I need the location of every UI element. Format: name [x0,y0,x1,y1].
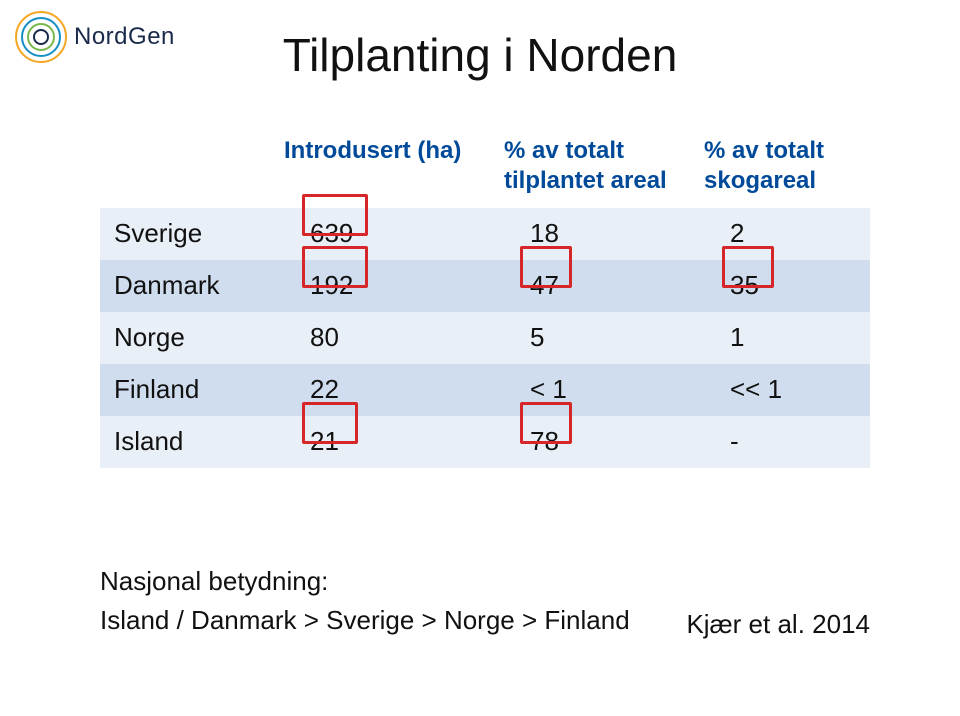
cell-country: Sverige [100,208,270,260]
cell-pct-forest: - [690,416,870,468]
table-row: Finland 22 < 1 << 1 [100,364,870,416]
cell-introduced: 22 [270,364,490,416]
cell-pct-planted: 78 [490,416,690,468]
table-row: Norge 80 5 1 [100,312,870,364]
cell-introduced: 80 [270,312,490,364]
cell-pct-planted: 5 [490,312,690,364]
cell-pct-planted: 47 [490,260,690,312]
col-pct-forest: % av totalt skogareal [690,126,870,208]
table-row: Danmark 192 47 35 [100,260,870,312]
cell-country: Finland [100,364,270,416]
table-row: Sverige 639 18 2 [100,208,870,260]
col-introduced: Introdusert (ha) [270,126,490,208]
footer-left: Nasjonal betydning: Island / Danmark > S… [100,562,630,640]
col-country [100,126,270,208]
slide-title: Tilplanting i Norden [0,28,960,82]
table-header-row: Introdusert (ha) % av totalt tilplantet … [100,126,870,208]
slide: NordGen Tilplanting i Norden Introdusert… [0,0,960,716]
footer-ranking: Island / Danmark > Sverige > Norge > Fin… [100,601,630,640]
cell-pct-forest: 2 [690,208,870,260]
footer: Nasjonal betydning: Island / Danmark > S… [100,562,870,640]
table-row: Island 21 78 - [100,416,870,468]
cell-introduced: 639 [270,208,490,260]
cell-pct-forest: 35 [690,260,870,312]
cell-introduced: 21 [270,416,490,468]
footer-heading: Nasjonal betydning: [100,562,630,601]
cell-pct-forest: 1 [690,312,870,364]
cell-pct-planted: < 1 [490,364,690,416]
data-table: Introdusert (ha) % av totalt tilplantet … [100,126,870,468]
cell-country: Norge [100,312,270,364]
footer-citation: Kjær et al. 2014 [686,609,870,640]
cell-country: Island [100,416,270,468]
cell-pct-planted: 18 [490,208,690,260]
col-pct-planted: % av totalt tilplantet areal [490,126,690,208]
cell-introduced: 192 [270,260,490,312]
cell-pct-forest: << 1 [690,364,870,416]
cell-country: Danmark [100,260,270,312]
